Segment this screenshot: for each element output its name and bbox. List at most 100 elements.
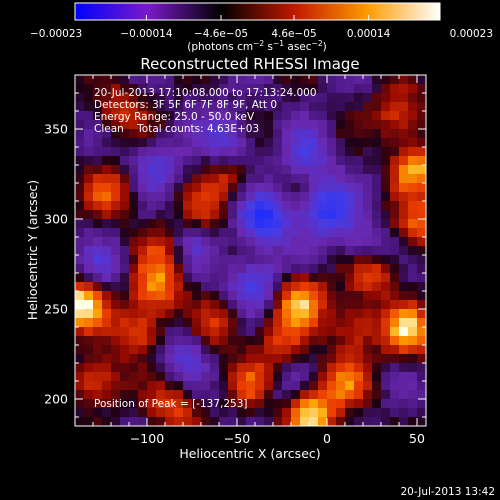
heatmap-cell xyxy=(291,408,301,418)
heatmap-cell xyxy=(336,120,346,130)
heatmap-cell xyxy=(111,120,121,130)
heatmap-cell xyxy=(192,120,202,130)
heatmap-cell xyxy=(354,363,364,373)
heatmap-cell xyxy=(84,156,94,166)
heatmap-cell xyxy=(138,300,148,310)
heatmap-cell xyxy=(156,300,166,310)
heatmap-cell xyxy=(192,102,202,112)
heatmap-cell xyxy=(309,192,319,202)
heatmap-cell xyxy=(399,93,409,103)
heatmap-cell xyxy=(309,300,319,310)
heatmap-cell xyxy=(300,399,310,409)
heatmap-cell xyxy=(300,111,310,121)
heatmap-cell xyxy=(75,372,85,382)
heatmap-cell xyxy=(219,417,229,427)
heatmap-cell xyxy=(174,129,184,139)
heatmap-cell xyxy=(183,273,193,283)
heatmap-cell xyxy=(228,219,238,229)
heatmap-cell xyxy=(201,120,211,130)
heatmap-cell xyxy=(147,345,157,355)
heatmap-cell xyxy=(336,93,346,103)
heatmap-cell xyxy=(363,219,373,229)
heatmap-cell xyxy=(156,219,166,229)
heatmap-cell xyxy=(174,201,184,211)
heatmap-cell xyxy=(210,363,220,373)
heatmap-cell xyxy=(147,219,157,229)
heatmap-cell xyxy=(111,264,121,274)
heatmap-cell xyxy=(336,372,346,382)
heatmap-cell xyxy=(183,372,193,382)
heatmap-cell xyxy=(318,408,328,418)
heatmap-cell xyxy=(129,147,139,157)
heatmap-cell xyxy=(165,237,175,247)
heatmap-cell xyxy=(165,228,175,238)
heatmap-cell xyxy=(210,192,220,202)
heatmap-cell xyxy=(192,75,202,85)
heatmap-cell xyxy=(129,273,139,283)
heatmap-cell xyxy=(165,372,175,382)
heatmap-cell xyxy=(300,381,310,391)
heatmap-cell xyxy=(318,318,328,328)
heatmap-cell xyxy=(273,201,283,211)
heatmap-cell xyxy=(84,273,94,283)
heatmap-cell xyxy=(282,345,292,355)
heatmap-cell xyxy=(75,381,85,391)
heatmap-cell xyxy=(84,147,94,157)
heatmap-cell xyxy=(147,417,157,427)
heatmap-cell xyxy=(264,336,274,346)
heatmap-cell xyxy=(282,417,292,427)
heatmap-cell xyxy=(129,102,139,112)
heatmap-cell xyxy=(219,210,229,220)
heatmap-cell xyxy=(327,282,337,292)
heatmap-cell xyxy=(201,273,211,283)
heatmap-cell xyxy=(291,309,301,319)
heatmap-cell xyxy=(210,174,220,184)
heatmap-cell xyxy=(183,111,193,121)
heatmap-cell xyxy=(102,327,112,337)
heatmap-cell xyxy=(363,156,373,166)
heatmap-cell xyxy=(165,390,175,400)
heatmap-cell xyxy=(309,363,319,373)
heatmap-cell xyxy=(381,129,391,139)
heatmap-cell xyxy=(282,237,292,247)
heatmap-cell xyxy=(300,138,310,148)
heatmap-cell xyxy=(129,291,139,301)
heatmap-cell xyxy=(309,129,319,139)
heatmap-cell xyxy=(399,192,409,202)
heatmap-cell xyxy=(138,192,148,202)
heatmap-cell xyxy=(237,129,247,139)
heatmap-cell xyxy=(75,246,85,256)
heatmap-cell xyxy=(282,93,292,103)
heatmap-cell xyxy=(93,147,103,157)
heatmap-cell xyxy=(183,93,193,103)
heatmap-cell xyxy=(192,336,202,346)
heatmap-cell xyxy=(192,354,202,364)
heatmap-cell xyxy=(93,291,103,301)
heatmap-cell xyxy=(201,318,211,328)
heatmap-cell xyxy=(417,390,427,400)
heatmap-cell xyxy=(147,75,157,85)
heatmap-cell xyxy=(111,75,121,85)
heatmap-cell xyxy=(363,228,373,238)
heatmap-cell xyxy=(390,228,400,238)
heatmap-cell xyxy=(156,192,166,202)
heatmap-cell xyxy=(255,192,265,202)
heatmap-cell xyxy=(192,129,202,139)
heatmap-cell xyxy=(138,219,148,229)
heatmap-cell xyxy=(345,219,355,229)
heatmap-cell xyxy=(165,93,175,103)
heatmap-cell xyxy=(228,336,238,346)
heatmap-cell xyxy=(102,93,112,103)
heatmap-cell xyxy=(102,381,112,391)
heatmap-cell xyxy=(183,102,193,112)
heatmap-cell xyxy=(246,282,256,292)
heatmap-cell xyxy=(390,399,400,409)
heatmap-cell xyxy=(120,201,130,211)
heatmap-cell xyxy=(417,147,427,157)
heatmap-cell xyxy=(129,372,139,382)
heatmap-cell xyxy=(246,210,256,220)
heatmap-cell xyxy=(111,291,121,301)
annotation-energy-range: Energy Range: 25.0 - 50.0 keV xyxy=(94,111,255,123)
heatmap-cell xyxy=(390,147,400,157)
heatmap-cell xyxy=(318,336,328,346)
